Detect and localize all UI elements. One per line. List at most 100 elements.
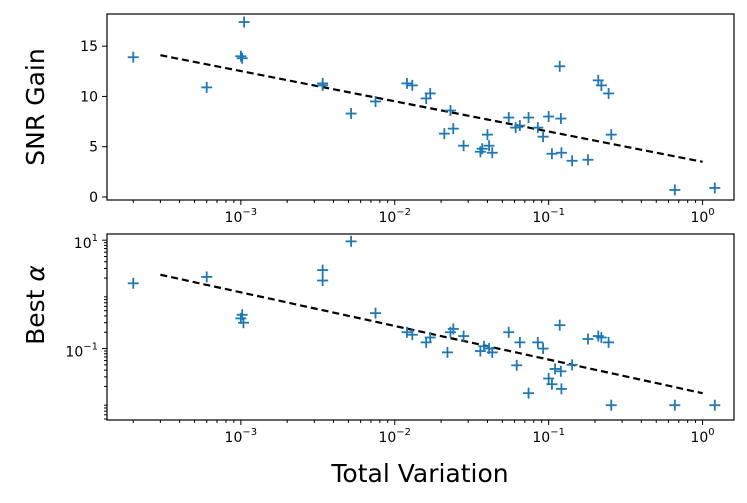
snr-gain-data-point	[595, 79, 607, 91]
best-alpha-data-point	[424, 331, 436, 343]
tick-base: 10	[532, 430, 550, 446]
best-alpha-x-tick-label: 10−1	[532, 427, 565, 446]
best-alpha-data-point	[441, 346, 453, 358]
tick-exponent: −3	[242, 427, 257, 438]
best-alpha-data-point	[595, 331, 607, 343]
snr-gain-data-point	[523, 112, 535, 124]
snr-gain-data-point	[444, 105, 456, 117]
snr-gain-data-point	[605, 129, 617, 141]
best-alpha-data-point	[458, 330, 470, 342]
best-alpha-data-point	[201, 271, 213, 283]
tick-base: 10	[225, 210, 243, 226]
snr-gain-x-tick-label: 10−1	[532, 207, 565, 226]
best-alpha-data-point	[370, 307, 382, 319]
best-alpha-y-tick-label: 101	[74, 233, 98, 252]
best-alpha-points	[127, 235, 721, 411]
snr-gain-data-point	[317, 79, 329, 91]
snr-gain-data-point	[603, 87, 615, 99]
snr-gain-data-point	[201, 81, 213, 93]
best-alpha-data-point	[317, 275, 329, 287]
best-alpha-y-axis-label: Best α	[21, 265, 50, 345]
best-alpha-data-point	[127, 277, 139, 289]
snr-gain-y-tick-label: 10	[80, 89, 98, 105]
best-alpha-data-point	[478, 340, 490, 352]
best-alpha-data-point	[554, 319, 566, 331]
snr-gain-data-point	[438, 128, 450, 140]
snr-gain-data-point	[582, 154, 594, 166]
snr-gain-data-point	[546, 148, 558, 160]
best-alpha-data-point	[486, 346, 498, 358]
snr-gain-y-tick-label: 15	[80, 39, 98, 55]
snr-gain-x-tick-label: 100	[690, 207, 714, 226]
snr-gain-y-tick-label: 0	[89, 190, 98, 206]
best-alpha-data-point	[555, 383, 567, 395]
snr-gain-data-point	[503, 112, 515, 124]
tick-base: 10	[378, 210, 396, 226]
best-alpha-data-point	[503, 326, 515, 338]
best-alpha-x-tick-label: 100	[690, 427, 714, 446]
tick-exponent: 1	[92, 233, 98, 244]
tick-base: 10	[378, 430, 396, 446]
snr-gain-data-point	[537, 131, 549, 143]
snr-gain-x-tick-label: 10−3	[225, 207, 258, 226]
snr-gain-data-point	[486, 147, 498, 159]
snr-gain-trend-line	[160, 54, 703, 163]
best-alpha-data-point	[555, 365, 567, 377]
snr-gain-data-point	[476, 143, 488, 155]
best-alpha-data-point	[523, 387, 535, 399]
tick-exponent: −1	[550, 207, 565, 218]
best-alpha-trend-container	[160, 273, 703, 395]
best-alpha-data-point	[543, 372, 555, 384]
best-alpha-data-point	[605, 399, 617, 411]
best-alpha-x-tick-label: 10−2	[378, 427, 411, 446]
best-alpha-data-point	[709, 399, 721, 411]
tick-exponent: −2	[396, 207, 411, 218]
best-alpha-data-point	[669, 399, 681, 411]
tick-exponent: −1	[83, 342, 98, 353]
tick-base: 10	[65, 345, 83, 361]
best-alpha-data-point	[546, 378, 558, 390]
tick-exponent: 0	[708, 427, 714, 438]
snr-gain-data-point	[554, 60, 566, 72]
best-alpha-data-point	[537, 343, 549, 355]
snr-gain-data-point	[406, 79, 418, 91]
best-alpha-data-point	[317, 264, 329, 276]
snr-gain-data-point	[709, 182, 721, 194]
snr-gain-data-point	[236, 52, 248, 64]
tick-base: 10	[532, 210, 550, 226]
snr-gain-data-point	[345, 108, 357, 120]
best-alpha-y-tick-label: 10−1	[65, 342, 98, 361]
snr-gain-data-point	[235, 50, 247, 62]
snr-gain-data-point	[555, 113, 567, 125]
best-alpha-data-point	[603, 336, 615, 348]
tick-exponent: 0	[708, 207, 714, 218]
snr-gain-data-point	[566, 155, 578, 167]
snr-gain-data-point	[481, 129, 493, 141]
tick-base: 10	[74, 236, 92, 252]
best-alpha-data-point	[514, 336, 526, 348]
best-alpha-trend-line	[160, 273, 703, 395]
best-alpha-data-point	[549, 363, 561, 375]
snr-gain-data-point	[555, 147, 567, 159]
snr-gain-points	[127, 16, 721, 196]
best-alpha-data-point	[582, 333, 594, 345]
best-alpha-data-point	[345, 235, 357, 247]
tick-exponent: −2	[396, 427, 411, 438]
snr-gain-data-point	[127, 51, 139, 63]
snr-gain-data-point	[514, 120, 526, 132]
snr-gain-data-point	[532, 122, 544, 134]
snr-gain-x-tick-label: 10−2	[378, 207, 411, 226]
best-alpha-data-point	[236, 309, 248, 321]
tick-base: 10	[225, 430, 243, 446]
best-alpha-data-point	[532, 336, 544, 348]
best-alpha-data-point	[406, 329, 418, 341]
best-alpha-data-point	[401, 326, 413, 338]
snr-gain-data-point	[483, 140, 495, 152]
snr-gain-data-point	[447, 123, 459, 135]
snr-gain-y-axis-label: SNR Gain	[21, 48, 50, 165]
snr-gain-data-point	[370, 95, 382, 107]
